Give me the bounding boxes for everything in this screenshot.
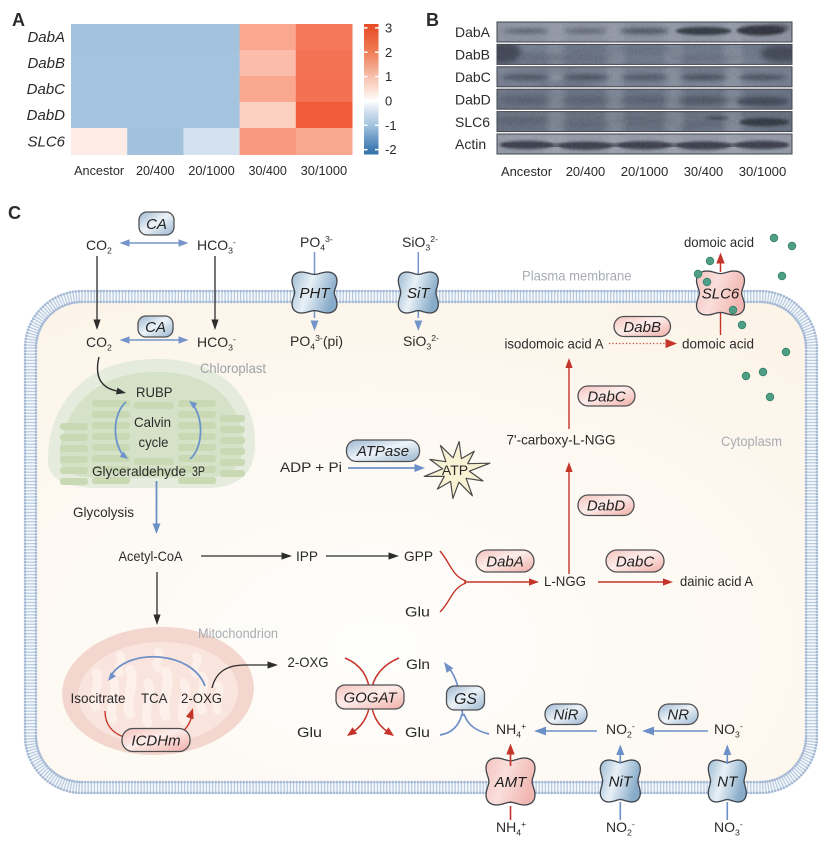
svg-text:Ancestor: Ancestor xyxy=(74,163,125,178)
svg-text:Acetyl-CoA: Acetyl-CoA xyxy=(119,548,184,564)
svg-text:Glycolysis: Glycolysis xyxy=(73,504,134,520)
svg-text:NiR: NiR xyxy=(554,707,579,724)
svg-text:20/400: 20/400 xyxy=(136,163,175,178)
svg-text:PO43-(pi): PO43-(pi) xyxy=(290,333,343,352)
svg-text:Glyceraldehyde: Glyceraldehyde xyxy=(92,463,186,479)
svg-text:20/1000: 20/1000 xyxy=(188,163,235,178)
svg-text:3P: 3P xyxy=(192,463,205,479)
svg-text:CA: CA xyxy=(146,216,167,233)
svg-text:Plasma membrane: Plasma membrane xyxy=(522,268,632,284)
svg-text:DabC: DabC xyxy=(616,553,655,570)
svg-text:2-OXG: 2-OXG xyxy=(181,690,222,706)
svg-text:Glu: Glu xyxy=(297,724,322,740)
svg-text:Chloroplast: Chloroplast xyxy=(200,360,266,376)
svg-text:RUBP: RUBP xyxy=(136,384,173,400)
svg-text:Gln: Gln xyxy=(406,656,430,672)
svg-text:DabB: DabB xyxy=(623,319,661,336)
svg-text:Ancestor: Ancestor xyxy=(501,164,553,179)
svg-text:3: 3 xyxy=(385,21,392,36)
svg-text:DabB: DabB xyxy=(455,47,490,63)
svg-text:B: B xyxy=(426,10,439,30)
svg-text:DabC: DabC xyxy=(587,388,626,405)
svg-text:dainic acid A: dainic acid A xyxy=(680,573,754,589)
svg-text:CO2: CO2 xyxy=(86,237,112,256)
svg-text:Glu: Glu xyxy=(405,724,430,740)
svg-text:7'-carboxy-L-NGG: 7'-carboxy-L-NGG xyxy=(507,432,616,448)
svg-text:DabA: DabA xyxy=(455,24,491,40)
svg-text:GOGAT: GOGAT xyxy=(343,689,398,706)
svg-text:DabB: DabB xyxy=(27,55,65,72)
svg-text:20/400: 20/400 xyxy=(566,164,606,179)
svg-text:L-NGG: L-NGG xyxy=(544,573,586,589)
svg-text:AMT: AMT xyxy=(494,774,529,791)
svg-text:GPP: GPP xyxy=(404,548,433,564)
svg-text:SLC6: SLC6 xyxy=(27,133,65,150)
svg-text:1: 1 xyxy=(385,69,392,84)
svg-text:TCA: TCA xyxy=(141,690,168,706)
svg-text:DabC: DabC xyxy=(455,69,491,85)
svg-text:SLC6: SLC6 xyxy=(702,285,740,302)
svg-text:Cytoplasm: Cytoplasm xyxy=(721,433,782,449)
svg-text:HCO3-: HCO3- xyxy=(197,237,236,256)
svg-text:DabD: DabD xyxy=(455,91,491,107)
svg-text:ICDHm: ICDHm xyxy=(131,732,180,749)
svg-text:ATPase: ATPase xyxy=(356,443,409,460)
svg-text:PO43-: PO43- xyxy=(300,234,333,253)
svg-text:isodomoic acid A: isodomoic acid A xyxy=(505,336,605,352)
svg-text:CA: CA xyxy=(145,319,166,336)
svg-text:Isocitrate: Isocitrate xyxy=(71,690,126,706)
svg-text:HCO3-: HCO3- xyxy=(197,334,236,353)
svg-text:PHT: PHT xyxy=(300,285,332,302)
svg-text:DabD: DabD xyxy=(587,498,626,515)
svg-text:30/1000: 30/1000 xyxy=(739,164,787,179)
svg-text:A: A xyxy=(12,10,25,30)
svg-text:ADP + Pi: ADP + Pi xyxy=(280,459,342,475)
svg-text:-2: -2 xyxy=(385,142,397,157)
svg-text:ATP: ATP xyxy=(442,462,468,478)
svg-text:NT: NT xyxy=(717,773,739,790)
svg-text:domoic acid: domoic acid xyxy=(684,234,754,250)
svg-text:Calvin: Calvin xyxy=(134,414,171,430)
svg-text:DabD: DabD xyxy=(27,107,66,124)
svg-text:Glu: Glu xyxy=(405,604,430,620)
svg-text:30/1000: 30/1000 xyxy=(301,163,348,178)
svg-text:GS: GS xyxy=(454,691,477,708)
svg-text:30/400: 30/400 xyxy=(248,163,287,178)
svg-text:CO2: CO2 xyxy=(86,334,112,353)
svg-text:0: 0 xyxy=(385,94,392,109)
svg-text:IPP: IPP xyxy=(296,548,318,564)
svg-text:-1: -1 xyxy=(385,118,397,133)
svg-text:DabA: DabA xyxy=(27,29,65,46)
svg-text:2-OXG: 2-OXG xyxy=(288,654,329,670)
svg-text:SLC6: SLC6 xyxy=(455,114,490,130)
svg-text:SiT: SiT xyxy=(407,285,431,302)
svg-text:Actin: Actin xyxy=(455,136,486,152)
svg-text:2: 2 xyxy=(385,45,392,60)
svg-text:domoic acid: domoic acid xyxy=(682,336,754,352)
svg-text:Mitochondrion: Mitochondrion xyxy=(198,625,278,641)
svg-text:C: C xyxy=(8,203,21,223)
svg-text:cycle: cycle xyxy=(139,434,169,450)
svg-text:30/400: 30/400 xyxy=(684,164,724,179)
svg-text:NiT: NiT xyxy=(609,773,634,790)
svg-text:DabA: DabA xyxy=(486,553,524,570)
svg-text:NR: NR xyxy=(667,707,689,724)
svg-text:20/1000: 20/1000 xyxy=(621,164,669,179)
svg-text:DabC: DabC xyxy=(27,81,66,98)
